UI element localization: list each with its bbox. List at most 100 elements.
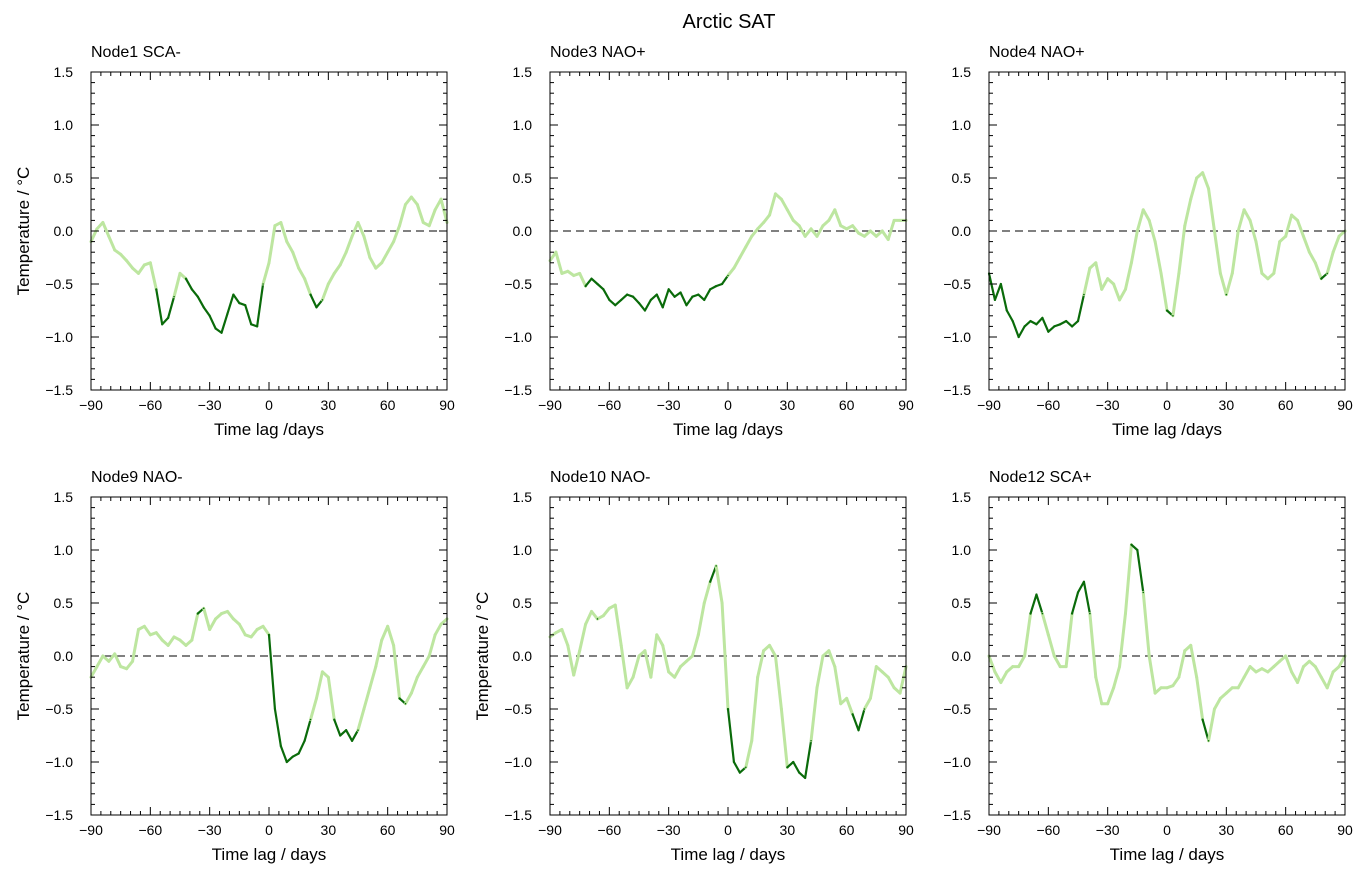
data-point (881, 671, 884, 673)
data-point (297, 267, 300, 269)
data-point (602, 614, 605, 617)
data-point (1249, 665, 1251, 668)
data-point (149, 262, 152, 264)
data-point (691, 295, 694, 298)
series-segment (851, 224, 861, 235)
data-point (167, 317, 169, 319)
x-tick-label: 0 (724, 822, 732, 838)
series-segment (726, 266, 736, 278)
data-point (650, 299, 652, 301)
series-segment (987, 654, 997, 674)
data-point (857, 729, 860, 731)
data-point (1166, 309, 1168, 312)
data-point (1225, 692, 1228, 694)
data-point (1041, 612, 1044, 615)
series-segment-significant (703, 288, 712, 301)
series-segment (261, 624, 271, 637)
series-segment-significant (208, 314, 217, 330)
data-point (1332, 671, 1334, 673)
series-segment (1183, 197, 1193, 228)
data-point (679, 291, 682, 294)
data-point (1172, 315, 1174, 317)
series-segment (148, 261, 158, 291)
data-point (303, 740, 306, 742)
y-tick-label: 0.5 (54, 595, 74, 611)
data-point (697, 293, 700, 296)
data-point (709, 288, 711, 291)
x-tick-label: 90 (898, 397, 914, 413)
data-point (303, 277, 306, 280)
data-point (416, 676, 419, 678)
data-point (715, 565, 717, 567)
data-point (357, 729, 359, 731)
data-point (1320, 277, 1323, 280)
series-segment-significant (987, 272, 997, 301)
data-point (786, 209, 789, 211)
data-point (1017, 336, 1020, 338)
data-point (1326, 272, 1328, 275)
series-segment (1046, 633, 1056, 658)
series-segment (154, 631, 164, 642)
data-point (1249, 219, 1251, 222)
data-point (1189, 644, 1192, 647)
series-segment (89, 665, 99, 679)
data-point (816, 687, 818, 689)
data-point (1273, 665, 1275, 668)
series-segment (320, 282, 330, 302)
x-tick-label: −30 (1096, 397, 1120, 413)
series-segment (898, 665, 908, 695)
series-segment-significant (214, 327, 223, 334)
series-segment-significant (620, 293, 629, 301)
x-tick-label: 60 (1278, 822, 1294, 838)
data-point (102, 221, 104, 224)
series-segment (1325, 670, 1335, 690)
data-point (268, 634, 270, 636)
data-point (1284, 235, 1287, 238)
series-segment-significant (786, 760, 795, 769)
series-segment-significant (1201, 718, 1210, 742)
y-tick-label: 1.5 (952, 64, 972, 80)
data-point (578, 272, 581, 275)
series-segment-significant (1005, 309, 1014, 323)
series-segment-significant (226, 293, 235, 315)
x-tick-label: −60 (1036, 822, 1060, 838)
x-tick-label: −30 (198, 397, 222, 413)
data-series (987, 171, 1347, 339)
data-point (1148, 655, 1150, 657)
data-point (1023, 655, 1026, 657)
data-point (339, 734, 342, 737)
x-tick-label: −30 (657, 822, 681, 838)
x-tick-label: 30 (780, 822, 796, 838)
data-point (262, 283, 264, 285)
data-point (392, 240, 395, 243)
x-tick-label: 30 (780, 397, 796, 413)
data-point (386, 625, 389, 628)
series-segment (702, 580, 712, 605)
x-tick-label: 90 (439, 397, 455, 413)
data-point (834, 209, 836, 211)
series-segment-significant (661, 288, 670, 309)
data-point (155, 631, 158, 634)
series-segment (1171, 675, 1181, 688)
data-point (602, 288, 605, 291)
series-segment (1236, 208, 1246, 233)
series-segment (113, 652, 123, 669)
data-point (822, 655, 824, 657)
series-segment (1272, 240, 1282, 275)
series-segment (1301, 234, 1311, 254)
data-point (286, 761, 288, 763)
data-point (108, 235, 110, 238)
data-point (351, 235, 353, 238)
data-point (1261, 667, 1263, 670)
data-point (386, 251, 389, 253)
data-point (792, 761, 795, 763)
series-segment (291, 250, 301, 270)
data-point (561, 628, 563, 631)
series-segment (1040, 612, 1050, 637)
y-tick-label: −1.5 (943, 807, 971, 823)
data-point (614, 304, 617, 307)
series-segment (356, 707, 366, 732)
data-point (1160, 687, 1162, 689)
data-point (333, 718, 336, 721)
series-segment (356, 221, 366, 238)
